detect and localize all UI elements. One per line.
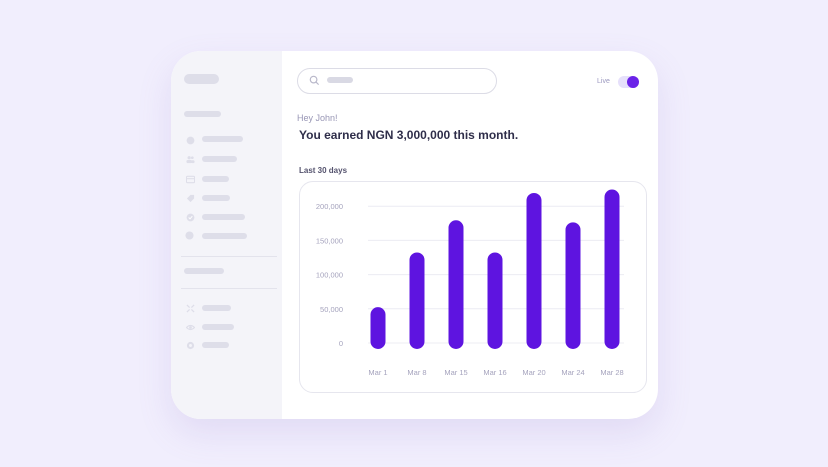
- chart-bar[interactable]: [526, 192, 542, 349]
- period-label: Last 30 days: [299, 166, 348, 175]
- earnings-chart: 0 50,000 100,000 150,000 200,000 Mar 1 Mar 8 Ma…: [299, 181, 647, 393]
- sidebar-item-placeholder: [202, 214, 245, 220]
- y-tick-label: 0: [339, 339, 343, 348]
- expand-icon: [186, 304, 195, 313]
- y-tick-label: 50,000: [320, 305, 343, 314]
- sidebar-section-placeholder: [184, 111, 221, 117]
- dollar-icon: [186, 136, 195, 145]
- search-icon: [309, 75, 320, 86]
- chart-bar[interactable]: [448, 220, 464, 349]
- y-tick-label: 100,000: [316, 271, 343, 280]
- tag-icon: [186, 194, 195, 203]
- sidebar-item-placeholder: [202, 136, 243, 142]
- sidebar: [171, 51, 282, 419]
- search-placeholder: [327, 77, 353, 83]
- x-tick-label: Mar 16: [483, 368, 506, 377]
- chart-bar[interactable]: [487, 252, 503, 349]
- earnings-headline: You earned NGN 3,000,000 this month.: [299, 128, 519, 142]
- check-icon: [186, 213, 195, 222]
- sidebar-item-placeholder: [202, 305, 231, 311]
- chart-bar[interactable]: [565, 222, 581, 349]
- y-tick-label: 150,000: [316, 236, 343, 245]
- chart-bar[interactable]: [604, 189, 620, 349]
- sidebar-item-placeholder: [202, 195, 230, 201]
- live-label: Live: [597, 78, 610, 85]
- gear-icon: [186, 341, 195, 350]
- x-tick-label: Mar 1: [368, 368, 387, 377]
- users-icon: [186, 156, 195, 164]
- x-tick-label: Mar 28: [600, 368, 623, 377]
- card-icon: [186, 175, 195, 184]
- x-tick-label: Mar 20: [522, 368, 545, 377]
- sidebar-section-placeholder: [184, 268, 224, 274]
- sidebar-item-placeholder: [202, 324, 234, 330]
- chart-bar[interactable]: [370, 307, 386, 349]
- x-tick-label: Mar 24: [561, 368, 584, 377]
- dashboard-card: Live Hey John! You earned NGN 3,000,000 …: [171, 51, 658, 419]
- sidebar-item-placeholder: [202, 156, 237, 162]
- bar-chart: 0 50,000 100,000 150,000 200,000 Mar 1 Mar 8 Ma…: [316, 189, 624, 377]
- eye-icon: [186, 324, 195, 331]
- x-tick-label: Mar 8: [407, 368, 426, 377]
- circle-icon: [185, 231, 194, 240]
- sidebar-divider: [181, 256, 277, 257]
- sidebar-divider: [181, 288, 277, 289]
- x-tick-label: Mar 15: [444, 368, 467, 377]
- sidebar-item-placeholder: [202, 176, 229, 182]
- live-toggle[interactable]: [618, 76, 639, 88]
- y-tick-label: 200,000: [316, 202, 343, 211]
- sidebar-logo-placeholder: [184, 74, 219, 84]
- search-bar[interactable]: [297, 68, 497, 94]
- sidebar-item-placeholder: [202, 342, 229, 348]
- greeting: Hey John!: [297, 113, 338, 123]
- toggle-knob: [627, 76, 639, 88]
- sidebar-item-placeholder: [202, 233, 247, 239]
- chart-bar[interactable]: [409, 252, 425, 349]
